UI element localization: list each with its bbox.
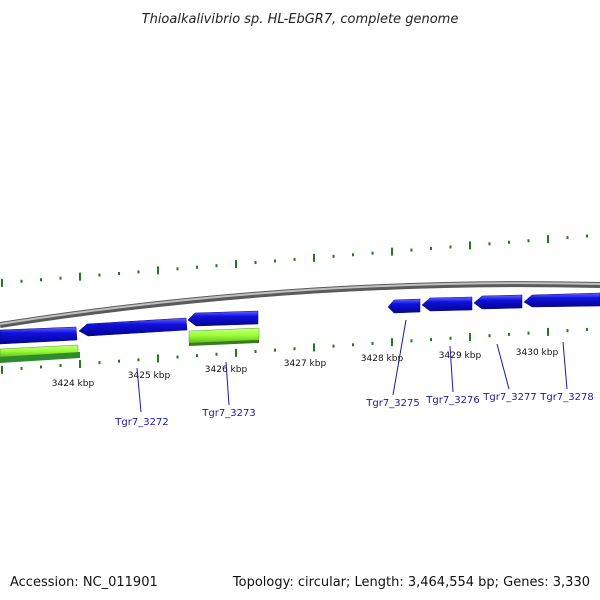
outer-tick-row bbox=[1, 234, 588, 287]
cds-feature[interactable] bbox=[523, 292, 600, 308]
kbp-label: 3425 kbp bbox=[128, 371, 171, 381]
cds-feature[interactable] bbox=[421, 296, 473, 312]
gene-leader-line bbox=[562, 341, 568, 390]
gene-leaders bbox=[136, 319, 568, 413]
rna-feature-dark[interactable] bbox=[189, 340, 259, 346]
kbp-label: 3429 kbp bbox=[439, 351, 482, 361]
accession-text: Accession: NC_011901 bbox=[10, 575, 158, 590]
kbp-scale: 3424 kbp 3425 kbp 3426 kbp 3427 kbp 3428… bbox=[52, 348, 559, 389]
cds-feature[interactable] bbox=[387, 298, 421, 314]
kbp-label: 3427 kbp bbox=[284, 359, 327, 369]
genome-summary-text: Topology: circular; Length: 3,464,554 bp… bbox=[232, 575, 590, 590]
cds-feature[interactable] bbox=[187, 310, 259, 327]
gene-leader-line bbox=[225, 361, 230, 406]
gene-leader-line bbox=[496, 343, 510, 390]
gene-label[interactable]: Tgr7_3272 bbox=[114, 417, 168, 428]
gene-label[interactable]: Tgr7_3276 bbox=[425, 395, 479, 406]
gene-leader-line bbox=[136, 367, 142, 413]
gene-leader-line bbox=[449, 345, 454, 393]
genome-backbone-highlight bbox=[0, 282, 600, 325]
gene-labels: Tgr7_3272 Tgr7_3273 Tgr7_3275 Tgr7_3276 … bbox=[114, 392, 593, 428]
cds-feature[interactable] bbox=[473, 294, 523, 310]
kbp-label: 3428 kbp bbox=[361, 354, 404, 364]
gene-label[interactable]: Tgr7_3275 bbox=[365, 398, 419, 409]
cds-track bbox=[0, 292, 600, 345]
kbp-label: 3430 kbp bbox=[516, 348, 559, 358]
inner-tick-row bbox=[1, 327, 588, 374]
gene-label[interactable]: Tgr7_3277 bbox=[482, 392, 536, 403]
gene-leader-line bbox=[392, 319, 407, 396]
genome-backbone bbox=[0, 281, 600, 328]
genome-title: Thioalkalivibrio sp. HL-EbGR7, complete … bbox=[142, 12, 459, 27]
gene-label[interactable]: Tgr7_3273 bbox=[201, 408, 255, 419]
gene-label[interactable]: Tgr7_3278 bbox=[539, 392, 593, 403]
rna-track bbox=[0, 327, 260, 363]
cds-feature[interactable] bbox=[78, 317, 188, 337]
rna-feature-dark[interactable] bbox=[0, 352, 80, 363]
cds-feature[interactable] bbox=[0, 326, 78, 345]
kbp-label: 3424 kbp bbox=[52, 379, 95, 389]
